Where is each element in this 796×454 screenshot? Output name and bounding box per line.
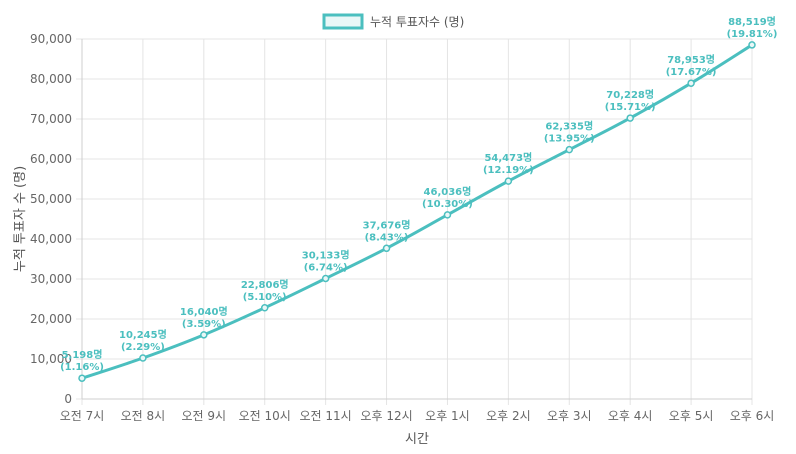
data-point (321, 274, 330, 283)
data-label-percent: (8.43%) (365, 232, 409, 243)
data-label-value: 22,806명 (241, 278, 289, 291)
data-label-value: 78,953명 (667, 53, 715, 66)
y-axis: 0 10,000 20,000 30,000 40,000 50,000 60,000 70,… (30, 32, 83, 406)
data-label-percent: (6.74%) (304, 262, 348, 273)
data-label-value: 54,473명 (484, 151, 532, 164)
data-label-percent: (10.30%) (422, 199, 473, 210)
data-label-percent: (13.95%) (544, 134, 595, 145)
data-point (565, 145, 574, 154)
data-label-value: 30,133명 (302, 248, 350, 261)
y-tick-label: 0 (64, 392, 72, 406)
data-point (260, 304, 269, 312)
data-label-percent: (2.29%) (121, 342, 165, 353)
x-tick-label: 오전 8시 (121, 409, 166, 423)
data-label-value: 62,335명 (545, 120, 593, 133)
data-label-percent: (15.71%) (605, 102, 656, 113)
x-tick-label: 오후 4시 (608, 409, 653, 423)
x-axis: 오전 7시 오전 8시 오전 9시 오전 10시 오전 11시 오후 12시 오후 1시 오후… (60, 398, 775, 423)
legend[interactable]: 누적 투표자수 (명) (322, 13, 464, 30)
x-tick-label: 오전 11시 (300, 409, 352, 423)
x-tick-label: 오후 5시 (669, 409, 714, 423)
y-tick-label: 40,000 (30, 232, 72, 246)
x-tick-label: 오후 6시 (730, 409, 775, 423)
data-point (443, 211, 452, 219)
data-label-percent: (3.59%) (182, 319, 226, 330)
x-tick-label: 오후 2시 (486, 409, 531, 423)
data-point (687, 79, 695, 87)
data-point (748, 41, 756, 49)
y-tick-label: 80,000 (30, 72, 72, 86)
x-tick-label: 오전 7시 (60, 409, 105, 423)
data-point (382, 244, 391, 253)
data-label-percent: (1.16%) (60, 362, 104, 373)
x-tick-label: 오후 3시 (547, 409, 592, 423)
series-line (81, 43, 753, 380)
x-tick-label: 오전 9시 (182, 409, 227, 423)
y-tick-label: 10,000 (30, 352, 72, 366)
data-label-value: 88,519명 (728, 15, 776, 28)
data-label-value: 5,198명 (62, 348, 103, 361)
data-point (200, 331, 208, 339)
data-label-percent: (5.10%) (243, 292, 287, 303)
y-axis-title: 누적 투표자 수 (명) (13, 166, 28, 272)
y-tick-label: 90,000 (30, 32, 72, 46)
series-layer (78, 41, 756, 382)
data-label-value: 16,040명 (180, 305, 228, 318)
data-point (626, 114, 634, 122)
legend-swatch (322, 13, 364, 30)
data-label-percent: (17.67%) (666, 67, 717, 78)
x-tick-label: 오전 10시 (239, 409, 291, 423)
y-tick-label: 20,000 (30, 312, 72, 326)
y-tick-label: 70,000 (30, 112, 72, 126)
data-point (139, 354, 147, 362)
data-label-percent: (12.19%) (483, 165, 534, 176)
data-point (504, 177, 513, 185)
y-tick-label: 50,000 (30, 192, 72, 206)
x-axis-title: 시간 (405, 432, 429, 447)
data-label-value: 46,036명 (424, 185, 472, 198)
legend-label: 누적 투표자수 (명) (370, 15, 464, 29)
data-label-value: 37,676명 (363, 218, 411, 231)
y-tick-label: 60,000 (30, 152, 72, 166)
data-label-percent: (19.81%) (727, 29, 778, 40)
data-point (78, 374, 86, 382)
data-labels: 5,198명(1.16%) 10,245명(2.29%) 16,040명(3.59%… (60, 15, 777, 373)
x-tick-label: 오후 1시 (425, 409, 470, 423)
data-label-value: 10,245명 (119, 328, 167, 341)
y-tick-label: 30,000 (30, 272, 72, 286)
x-tick-label: 오후 12시 (360, 409, 412, 423)
data-label-value: 70,228명 (606, 88, 654, 101)
